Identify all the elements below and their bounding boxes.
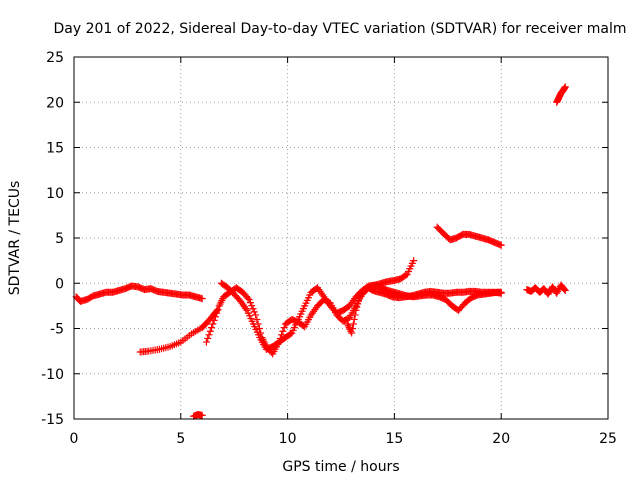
data-point [245,296,253,304]
data-point [497,289,505,297]
y-tick-label: 15 [46,141,64,157]
data-point [280,324,288,332]
y-tick-label: 5 [55,231,64,247]
x-tick-label: 25 [599,431,617,447]
data-point [348,329,356,337]
data-point [198,295,206,303]
data-point [253,315,261,323]
data-point [352,306,360,314]
x-tick-label: 15 [385,431,403,447]
y-tick-label: -15 [41,412,64,428]
data-point [208,324,216,332]
data-point [214,305,222,313]
grid [74,57,608,419]
series-track-b [136,306,221,356]
series-track-c [190,410,206,420]
chart-title: Day 201 of 2022, Sidereal Day-to-day VTE… [54,21,627,37]
data-point [402,271,410,279]
series-track-d [202,257,418,358]
data-point [206,327,214,335]
series-track-f [343,284,505,337]
data-point [553,289,561,297]
y-tick-label: 20 [46,95,64,111]
data-points [72,83,569,420]
x-tick-label: 10 [279,431,297,447]
data-point [244,294,252,302]
data-point [349,325,357,332]
data-point [560,285,568,293]
data-point [355,297,363,305]
data-point [205,331,213,339]
data-point [355,293,363,301]
data-point [202,338,210,346]
y-tick-label: 10 [46,186,64,202]
data-point [350,315,358,323]
data-point [279,327,287,335]
data-point [248,302,256,310]
data-point [246,299,254,307]
x-axis-label: GPS time / hours [282,459,399,475]
data-point [204,334,212,342]
data-point [249,305,257,313]
data-point [255,325,263,332]
data-point [287,330,295,338]
y-tick-label: 0 [55,276,64,292]
data-point [554,288,562,296]
data-point [250,308,258,316]
series-track-a [72,282,206,305]
data-point [554,286,562,294]
data-point [561,83,569,91]
x-tick-label: 0 [70,431,79,447]
data-point [561,286,569,294]
series-track-h [523,281,569,298]
data-point [209,320,217,328]
y-tick-label: 25 [46,50,64,66]
axis-ticks: 0 5 10 15 20 25 25 20 15 10 5 0 -5 -10 -15 [41,50,617,447]
data-point [349,320,357,328]
data-point [210,316,218,324]
data-point [354,300,362,308]
x-tick-label: 5 [176,431,185,447]
data-point [252,311,260,319]
y-tick-label: -5 [50,322,64,338]
data-point [213,309,221,317]
data-point [353,303,361,311]
x-tick-label: 20 [492,431,510,447]
series-track-g [433,223,505,249]
data-point [211,313,219,321]
data-point [497,241,505,249]
data-point [198,411,206,419]
data-point [410,257,418,265]
y-tick-label: -10 [41,367,64,383]
series-track-i [553,83,569,106]
data-point [351,311,359,319]
y-axis-label: SDTVAR / TECUs [7,181,23,296]
